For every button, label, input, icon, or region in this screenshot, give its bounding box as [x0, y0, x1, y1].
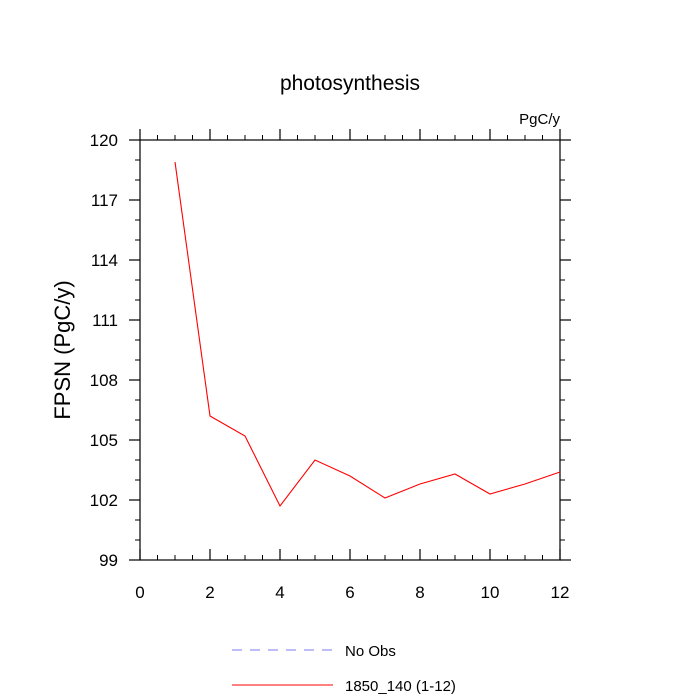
series-line: [174, 161, 561, 508]
legend-label: No Obs: [345, 643, 396, 660]
y-tick-label: 108: [90, 371, 118, 390]
x-tick-label: 6: [345, 583, 354, 602]
plot-frame: [139, 139, 561, 561]
y-tick-label: 117: [91, 191, 118, 210]
x-tick-label: 8: [415, 583, 424, 602]
y-tick-label: 114: [91, 251, 118, 270]
legend: No Obs 1850_140 (1-12): [232, 643, 456, 695]
x-tick-label: 10: [481, 583, 500, 602]
axis-ticks: [129, 129, 571, 561]
y-tick-label: 120: [90, 131, 118, 150]
x-tick-label: 12: [551, 583, 570, 602]
legend-label: 1850_140 (1-12): [345, 678, 456, 695]
chart-title: photosynthesis: [280, 72, 420, 95]
y-tick-label: 105: [90, 431, 118, 450]
units-label: PgC/y: [519, 111, 560, 128]
y-axis-label: FPSN (PgC/y): [50, 280, 75, 419]
y-tick-label: 99: [99, 551, 118, 570]
x-tick-label: 0: [135, 583, 144, 602]
series-layer: [174, 161, 561, 508]
y-tick-label: 111: [92, 311, 118, 330]
x-tick-label: 4: [275, 583, 284, 602]
x-tick-label: 2: [205, 583, 214, 602]
axis-tick-labels: 0 2 4 6 8 10 12 99 102 105 108 111 114 117 120: [90, 131, 570, 602]
y-tick-label: 102: [90, 491, 118, 510]
